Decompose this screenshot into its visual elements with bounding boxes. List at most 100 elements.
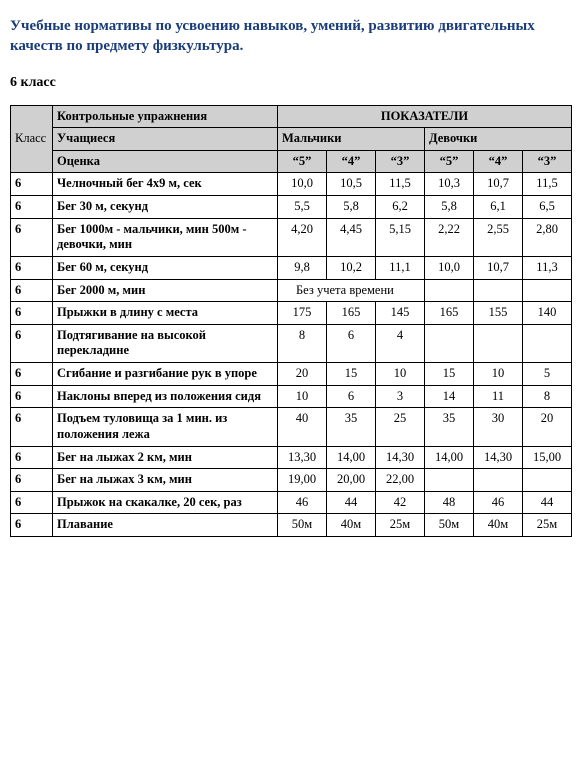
cell-value: [425, 324, 474, 362]
cell-value: 145: [376, 302, 425, 325]
cell-value: 10: [376, 363, 425, 386]
cell-value: 13,30: [278, 446, 327, 469]
cell-value: 10,0: [425, 256, 474, 279]
table-row: 6Бег 1000м - мальчики, мин 500м - девочк…: [11, 218, 572, 256]
cell-value: [523, 469, 572, 492]
col-b3: “3”: [376, 150, 425, 173]
cell-value: 11,1: [376, 256, 425, 279]
cell-value: 165: [425, 302, 474, 325]
cell-value: [425, 279, 474, 302]
cell-value: 6: [327, 324, 376, 362]
cell-klass: 6: [11, 173, 53, 196]
cell-value: 4: [376, 324, 425, 362]
cell-value: 5,15: [376, 218, 425, 256]
table-row: 6Подъем туловища за 1 мин. из положения …: [11, 408, 572, 446]
cell-value: [474, 324, 523, 362]
cell-klass: 6: [11, 363, 53, 386]
cell-value: 5,8: [425, 196, 474, 219]
col-klass: Класс: [11, 105, 53, 173]
cell-value: 10,0: [278, 173, 327, 196]
cell-value: 4,45: [327, 218, 376, 256]
cell-exercise: Прыжки в длину с места: [53, 302, 278, 325]
cell-value: 22,00: [376, 469, 425, 492]
cell-value: 25: [376, 408, 425, 446]
cell-value: 6,1: [474, 196, 523, 219]
col-g5: “5”: [425, 150, 474, 173]
cell-value: 10,2: [327, 256, 376, 279]
col-g3: “3”: [523, 150, 572, 173]
cell-value: 10,5: [327, 173, 376, 196]
cell-klass: 6: [11, 385, 53, 408]
cell-value: 10,3: [425, 173, 474, 196]
cell-value: 40: [278, 408, 327, 446]
cell-value: 15,00: [523, 446, 572, 469]
cell-value: 14,30: [376, 446, 425, 469]
col-b4: “4”: [327, 150, 376, 173]
cell-value: 44: [327, 491, 376, 514]
cell-exercise: Бег на лыжах 2 км, мин: [53, 446, 278, 469]
cell-value: 5,8: [327, 196, 376, 219]
cell-exercise: Бег 30 м, секунд: [53, 196, 278, 219]
table-row: 6Подтягивание на высокой перекладине864: [11, 324, 572, 362]
cell-value: 11,3: [523, 256, 572, 279]
cell-exercise: Плавание: [53, 514, 278, 537]
cell-value: [523, 324, 572, 362]
table-row: 6Бег 2000 м, минБез учета времени: [11, 279, 572, 302]
cell-value: 11: [474, 385, 523, 408]
col-indicators: ПОКАЗАТЕЛИ: [278, 105, 572, 128]
table-row: 6Бег 30 м, секунд5,55,86,25,86,16,5: [11, 196, 572, 219]
cell-value: 8: [278, 324, 327, 362]
col-boys: Мальчики: [278, 128, 425, 151]
cell-value: 40м: [327, 514, 376, 537]
cell-value: [425, 469, 474, 492]
cell-value: 25м: [523, 514, 572, 537]
page-subtitle: 6 класс: [10, 75, 572, 91]
cell-value: 50м: [425, 514, 474, 537]
cell-klass: 6: [11, 196, 53, 219]
cell-value: 40м: [474, 514, 523, 537]
cell-value: 175: [278, 302, 327, 325]
cell-klass: 6: [11, 279, 53, 302]
cell-value: 2,22: [425, 218, 474, 256]
cell-klass: 6: [11, 256, 53, 279]
cell-value: 4,20: [278, 218, 327, 256]
cell-value: 15: [327, 363, 376, 386]
cell-value: 165: [327, 302, 376, 325]
cell-value: 8: [523, 385, 572, 408]
cell-value: 14,00: [425, 446, 474, 469]
cell-value: 140: [523, 302, 572, 325]
cell-value: 48: [425, 491, 474, 514]
cell-value: 155: [474, 302, 523, 325]
col-girls: Девочки: [425, 128, 572, 151]
cell-exercise: Подтягивание на высокой перекладине: [53, 324, 278, 362]
table-row: 6Бег на лыжах 2 км, мин13,3014,0014,3014…: [11, 446, 572, 469]
cell-klass: 6: [11, 218, 53, 256]
cell-exercise: Сгибание и разгибание рук в упоре: [53, 363, 278, 386]
cell-value: 15: [425, 363, 474, 386]
cell-value: [474, 469, 523, 492]
cell-exercise: Бег 60 м, секунд: [53, 256, 278, 279]
cell-value: 35: [425, 408, 474, 446]
col-b5: “5”: [278, 150, 327, 173]
cell-value: 25м: [376, 514, 425, 537]
cell-value: 2,80: [523, 218, 572, 256]
cell-value: 44: [523, 491, 572, 514]
cell-value: 14,00: [327, 446, 376, 469]
cell-exercise: Бег 2000 м, мин: [53, 279, 278, 302]
col-students: Учащиеся: [53, 128, 278, 151]
cell-value: 10,7: [474, 256, 523, 279]
cell-value: 2,55: [474, 218, 523, 256]
cell-value: 3: [376, 385, 425, 408]
page-title: Учебные нормативы по усвоению навыков, у…: [10, 16, 572, 57]
cell-exercise: Прыжок на скакалке, 20 сек, раз: [53, 491, 278, 514]
cell-value: 6,5: [523, 196, 572, 219]
col-g4: “4”: [474, 150, 523, 173]
table-head: Класс Контрольные упражнения ПОКАЗАТЕЛИ …: [11, 105, 572, 173]
cell-value: 11,5: [523, 173, 572, 196]
cell-value: 46: [278, 491, 327, 514]
cell-value: 20,00: [327, 469, 376, 492]
cell-value: 9,8: [278, 256, 327, 279]
cell-value: 5,5: [278, 196, 327, 219]
cell-exercise: Бег на лыжах 3 км, мин: [53, 469, 278, 492]
col-grade: Оценка: [53, 150, 278, 173]
